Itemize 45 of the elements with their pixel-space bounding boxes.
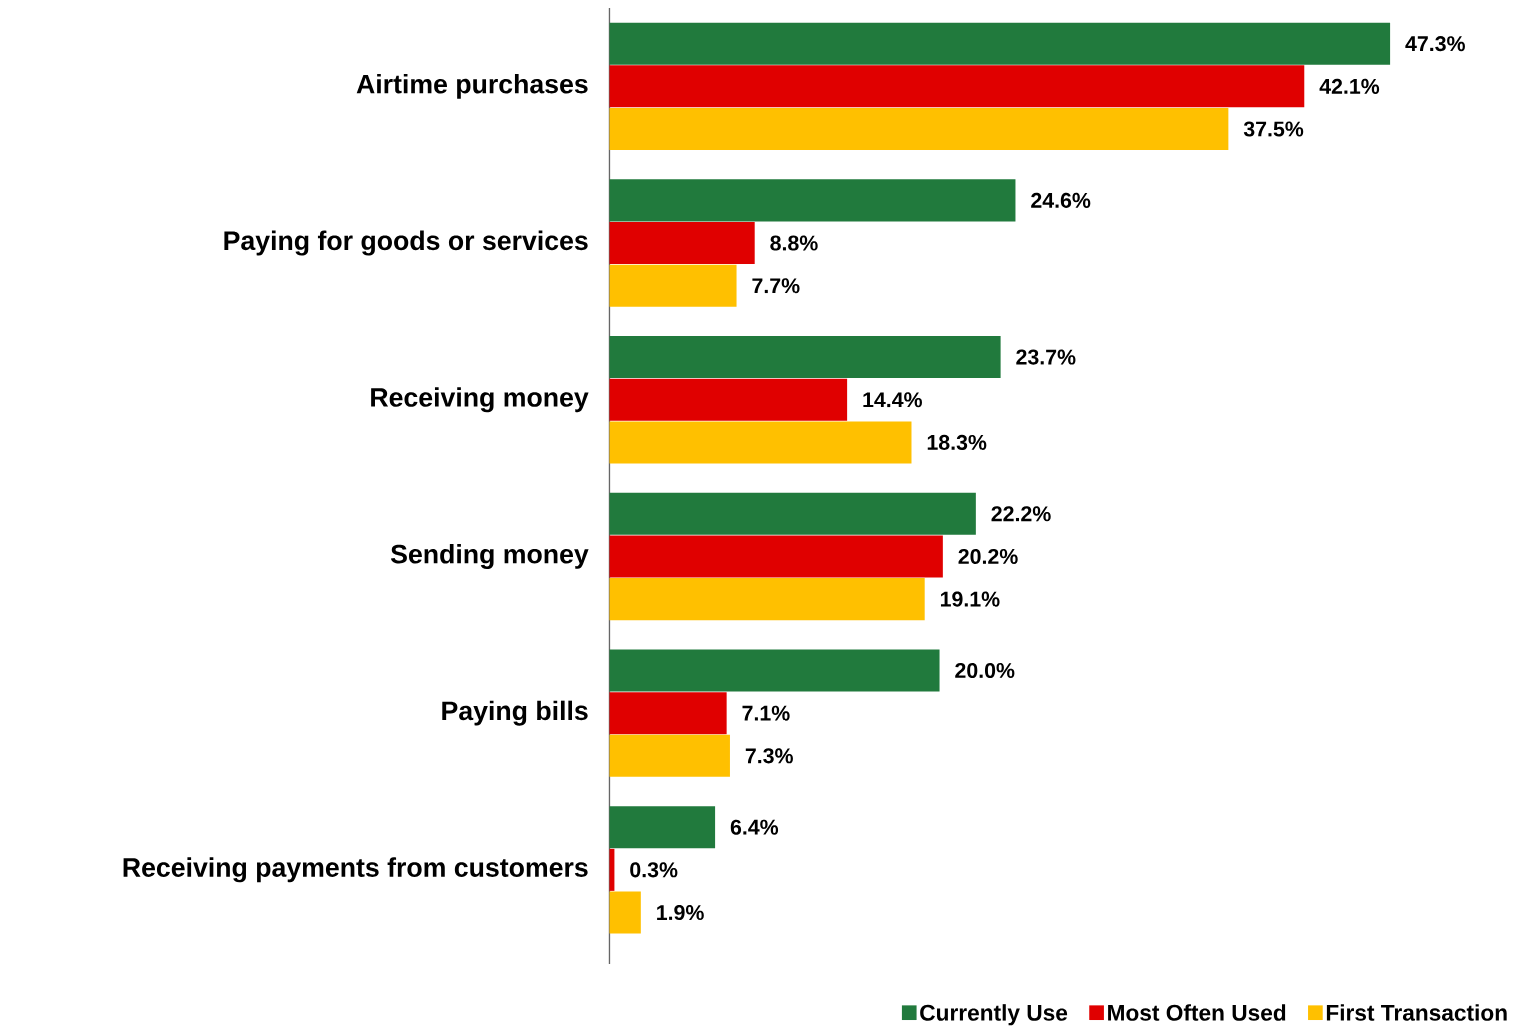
bar: [609, 578, 925, 621]
bar: [609, 535, 943, 578]
bar: [609, 734, 730, 777]
bar: [609, 891, 641, 934]
y-tick-label: Sending money: [390, 544, 589, 569]
legend-label: First Transaction: [1326, 1004, 1507, 1021]
bar: [609, 492, 976, 535]
data-label: 19.1%: [940, 591, 1000, 607]
bar: [609, 649, 940, 692]
legend-label: Most Often Used: [1108, 1004, 1286, 1021]
bar: [609, 848, 615, 891]
data-label: 23.7%: [1016, 349, 1076, 365]
bar: [609, 692, 727, 735]
y-tick-label: Receiving money: [371, 387, 589, 413]
data-label: 37.5%: [1243, 121, 1304, 137]
data-label: 42.1%: [1319, 78, 1380, 94]
data-label: 7.1%: [742, 705, 790, 721]
data-label: 0.3%: [630, 862, 678, 878]
bar: [609, 378, 848, 421]
bar: [609, 65, 1305, 108]
data-label: 20.2%: [958, 548, 1018, 565]
data-label: 7.3%: [745, 748, 793, 764]
bar: [609, 421, 912, 464]
data-label: 24.6%: [1031, 192, 1091, 208]
data-label: 1.9%: [657, 905, 704, 921]
data-label: 22.2%: [991, 506, 1051, 522]
data-label: 7.7%: [752, 278, 800, 294]
y-tick-label: Receiving payments from customers: [123, 857, 588, 883]
y-tick-label: Airtime purchases: [356, 73, 588, 99]
bar: [609, 264, 737, 307]
legend-label: Currently Use: [920, 1004, 1068, 1026]
bar: [609, 22, 1391, 65]
y-tick-label: Paying for goods or services: [224, 230, 588, 256]
bar: [609, 222, 755, 265]
y-tick-label: Paying bills: [442, 700, 588, 726]
bar: [609, 179, 1016, 222]
data-label: 8.8%: [770, 235, 818, 251]
bar: [609, 806, 716, 849]
data-label: 47.3%: [1405, 36, 1465, 52]
bar: [609, 336, 1001, 379]
bar: [609, 108, 1229, 151]
data-label: 20.0%: [955, 662, 1015, 679]
data-label: 6.4%: [730, 819, 779, 835]
data-label: 18.3%: [927, 434, 987, 451]
data-label: 14.4%: [863, 392, 922, 408]
